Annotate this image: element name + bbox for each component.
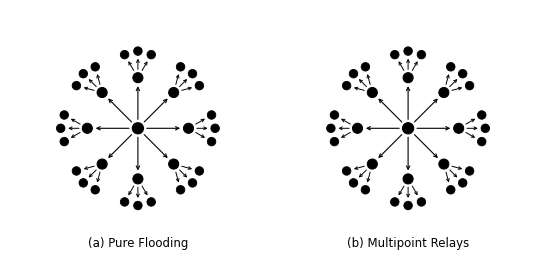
Circle shape	[211, 124, 219, 132]
Circle shape	[439, 159, 449, 169]
Circle shape	[361, 185, 370, 194]
Circle shape	[342, 167, 351, 175]
Circle shape	[459, 70, 467, 78]
Circle shape	[478, 137, 486, 146]
Circle shape	[330, 137, 339, 146]
Circle shape	[79, 179, 87, 187]
Circle shape	[404, 47, 412, 55]
Circle shape	[132, 123, 144, 134]
Circle shape	[120, 198, 129, 206]
Circle shape	[447, 63, 455, 71]
Circle shape	[361, 63, 370, 71]
Circle shape	[176, 185, 185, 194]
Text: (a) Pure Flooding: (a) Pure Flooding	[88, 237, 188, 250]
Circle shape	[330, 111, 339, 119]
Circle shape	[349, 70, 358, 78]
Circle shape	[56, 124, 65, 132]
Circle shape	[72, 81, 81, 90]
Circle shape	[60, 111, 68, 119]
Circle shape	[404, 201, 412, 210]
Text: (b) Multipoint Relays: (b) Multipoint Relays	[347, 237, 469, 250]
Circle shape	[134, 201, 142, 210]
Circle shape	[169, 159, 179, 169]
Circle shape	[120, 51, 129, 59]
Circle shape	[60, 137, 68, 146]
Circle shape	[134, 47, 142, 55]
Circle shape	[390, 198, 399, 206]
Circle shape	[327, 124, 335, 132]
Circle shape	[188, 179, 197, 187]
Circle shape	[417, 51, 426, 59]
Circle shape	[367, 159, 377, 169]
Circle shape	[402, 123, 414, 134]
Circle shape	[188, 70, 197, 78]
Circle shape	[439, 87, 449, 98]
Circle shape	[79, 70, 87, 78]
Circle shape	[403, 174, 413, 184]
Circle shape	[207, 111, 216, 119]
Circle shape	[97, 87, 107, 98]
Circle shape	[390, 51, 399, 59]
Circle shape	[353, 123, 363, 133]
Circle shape	[207, 137, 216, 146]
Circle shape	[147, 51, 156, 59]
Circle shape	[195, 81, 204, 90]
Circle shape	[465, 81, 474, 90]
Circle shape	[97, 159, 107, 169]
Circle shape	[481, 124, 490, 132]
Circle shape	[72, 167, 81, 175]
Circle shape	[147, 198, 156, 206]
Circle shape	[417, 198, 426, 206]
Circle shape	[133, 174, 143, 184]
Circle shape	[349, 179, 358, 187]
Circle shape	[342, 81, 351, 90]
Circle shape	[82, 123, 92, 133]
Circle shape	[169, 87, 179, 98]
Circle shape	[447, 185, 455, 194]
Circle shape	[367, 87, 377, 98]
Circle shape	[176, 63, 185, 71]
Circle shape	[465, 167, 474, 175]
Circle shape	[195, 167, 204, 175]
Circle shape	[459, 179, 467, 187]
Circle shape	[478, 111, 486, 119]
Circle shape	[133, 73, 143, 83]
Circle shape	[91, 63, 99, 71]
Circle shape	[91, 185, 99, 194]
Circle shape	[454, 123, 464, 133]
Circle shape	[403, 73, 413, 83]
Circle shape	[183, 123, 193, 133]
